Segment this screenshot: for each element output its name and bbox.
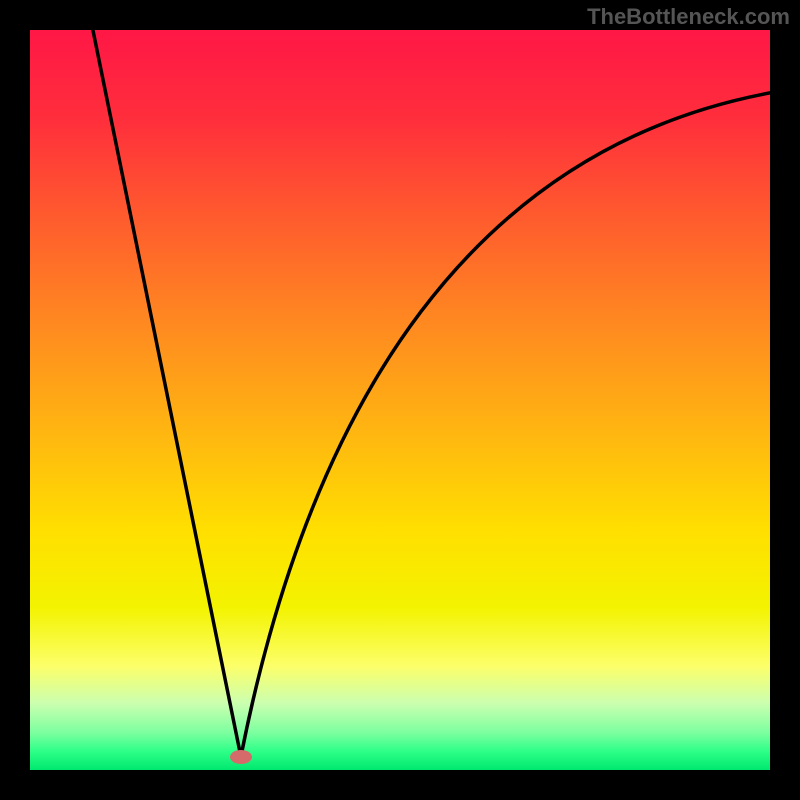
curve-minimum-marker [230, 750, 252, 764]
chart-plot-area [30, 30, 770, 770]
chart-curve [30, 30, 770, 770]
watermark-label: TheBottleneck.com [587, 4, 790, 30]
